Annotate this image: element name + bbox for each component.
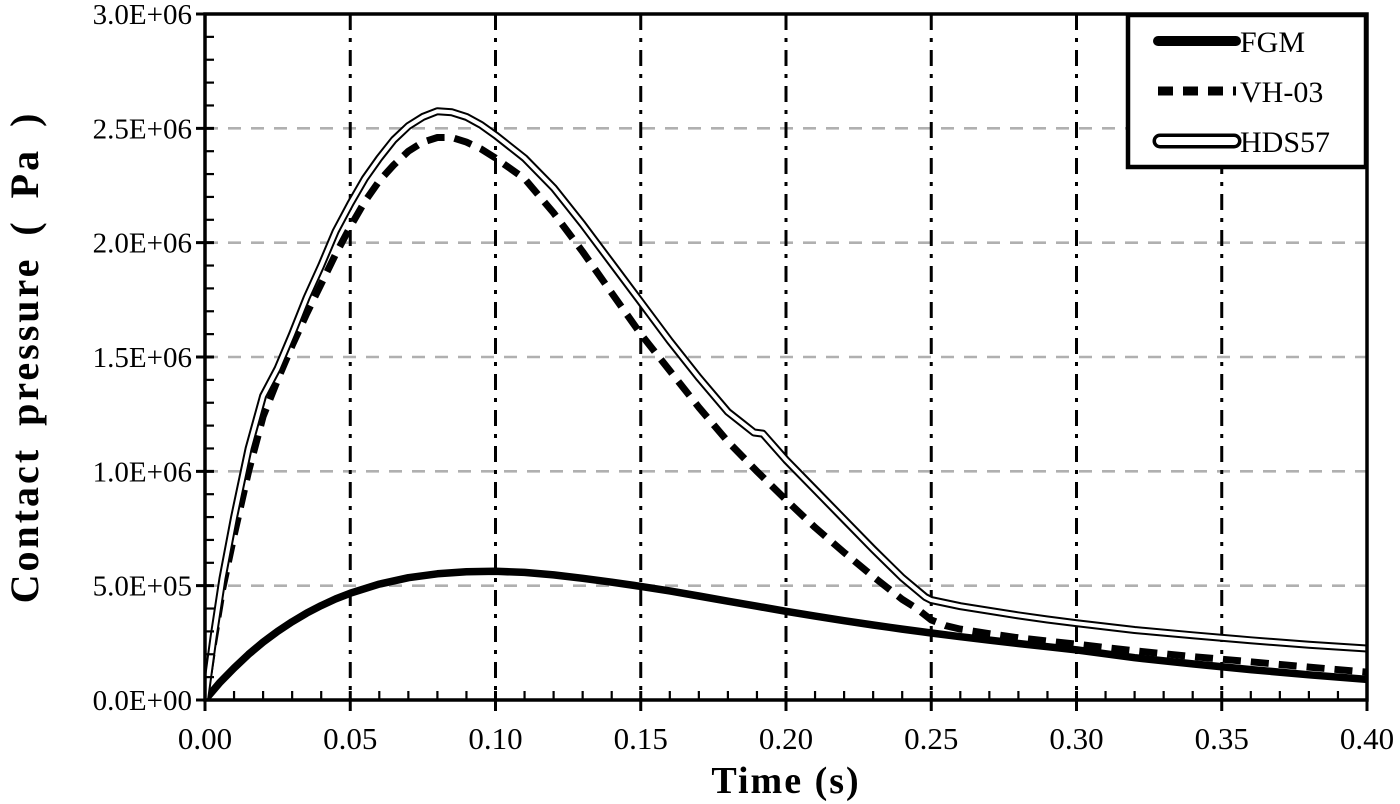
tick-labels: 0.0E+00 5.0E+05 1.0E+06 1.5E+06 2.0E+06 2.5E+… [93,0,1394,756]
x-axis-title: Time (s) [711,760,860,802]
x-tick-label: 0.25 [904,721,958,756]
series-group [205,107,1367,700]
x-tick-label: 0.05 [323,721,377,756]
legend-label: VH-03 [1240,76,1323,109]
legend-label: HDS57 [1240,126,1330,159]
y-tick-label: 2.0E+06 [93,228,192,260]
legend: FGM VH-03 HDS57 [1125,12,1369,170]
y-tick-label: 0.0E+00 [93,685,192,717]
y-tick-label: 3.0E+06 [93,0,192,31]
x-tick-label: 0.00 [178,721,232,756]
x-tick-label: 0.20 [759,721,813,756]
x-tick-label: 0.15 [614,721,668,756]
x-tick-label: 0.30 [1049,721,1103,756]
axis-ticks [196,12,1369,711]
y-tick-label: 1.5E+06 [93,342,192,374]
y-axis-title: Contact pressure ( Pa ) [2,111,47,604]
y-tick-label: 5.0E+05 [93,571,192,603]
y-tick-label: 1.0E+06 [93,456,192,488]
x-tick-label: 0.40 [1340,721,1394,756]
series-vh03-line [205,134,1367,700]
legend-label: FGM [1240,26,1305,59]
x-tick-label: 0.35 [1195,721,1249,756]
x-tick-label: 0.10 [468,721,522,756]
series-fgm-line [205,567,1367,700]
y-tick-label: 2.5E+06 [93,113,192,145]
series-hds57-line-inner [205,109,1367,700]
